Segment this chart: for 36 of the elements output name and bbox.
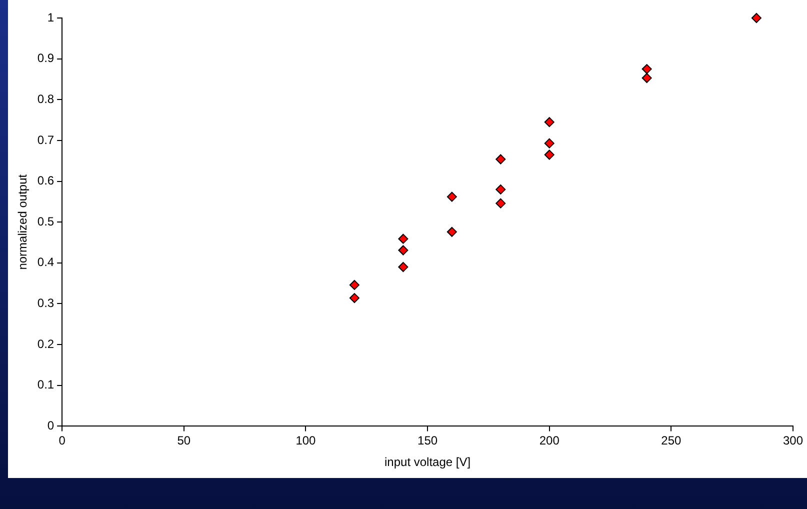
y-tick-label: 0.6 — [37, 174, 54, 188]
point — [446, 226, 457, 237]
x-axis-title: input voltage [V] — [384, 455, 471, 470]
y-tick-label: 1 — [47, 10, 54, 24]
y-tick-label: 0.7 — [37, 132, 54, 147]
y-tick-label: 0.5 — [37, 214, 54, 228]
point — [349, 280, 360, 290]
point — [496, 184, 506, 194]
y-tick-label: 0.4 — [37, 255, 54, 270]
point — [349, 293, 360, 304]
point — [642, 73, 652, 84]
point — [751, 13, 762, 23]
point — [642, 64, 652, 74]
y-tick-label: 0.8 — [37, 92, 54, 106]
point — [398, 245, 408, 256]
point — [496, 154, 506, 164]
y-tick-label: 0.3 — [37, 296, 54, 310]
x-tick-label: 100 — [296, 434, 316, 448]
y-tick-label: 0 — [47, 418, 54, 433]
x-tick-label: 50 — [177, 434, 191, 448]
point — [544, 138, 554, 148]
y-tick-label: 0.1 — [37, 378, 54, 392]
point — [544, 117, 554, 128]
x-tick-label: 150 — [418, 434, 438, 448]
x-tick-label: 200 — [539, 434, 560, 448]
y-tick-label: 0.2 — [37, 336, 54, 351]
x-tick-label: 0 — [58, 434, 66, 448]
point — [446, 192, 457, 202]
point — [544, 150, 554, 160]
point — [496, 198, 506, 208]
y-axis-title: normalized output — [16, 174, 30, 270]
x-tick-label: 300 — [782, 434, 804, 448]
point — [398, 234, 408, 244]
x-tick-label: 250 — [661, 434, 682, 448]
y-tick-label: 0.9 — [37, 51, 54, 66]
point — [398, 262, 408, 272]
